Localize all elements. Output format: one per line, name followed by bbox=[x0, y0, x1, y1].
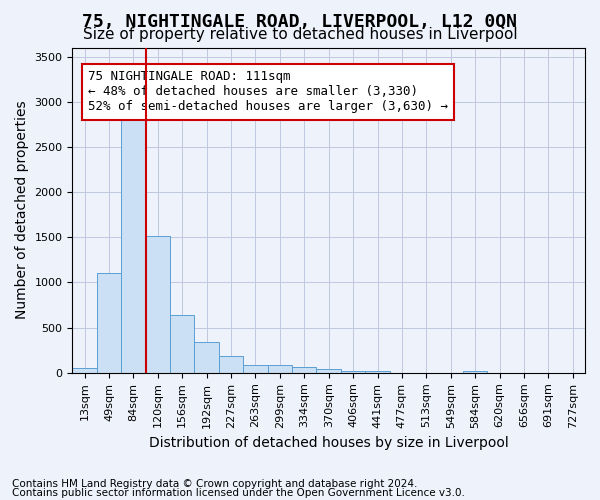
Bar bbox=[268, 365, 292, 373]
Bar bbox=[121, 109, 146, 373]
Y-axis label: Number of detached properties: Number of detached properties bbox=[15, 101, 29, 320]
Text: 75, NIGHTINGALE ROAD, LIVERPOOL, L12 0QN: 75, NIGHTINGALE ROAD, LIVERPOOL, L12 0QN bbox=[83, 12, 517, 30]
Bar bbox=[194, 342, 219, 373]
Bar bbox=[365, 371, 390, 373]
Bar bbox=[316, 369, 341, 373]
Bar bbox=[341, 371, 365, 373]
Bar bbox=[97, 274, 121, 373]
Bar bbox=[292, 367, 316, 373]
Bar bbox=[146, 236, 170, 373]
Text: Contains public sector information licensed under the Open Government Licence v3: Contains public sector information licen… bbox=[12, 488, 465, 498]
Bar bbox=[219, 356, 243, 373]
Text: 75 NIGHTINGALE ROAD: 111sqm
← 48% of detached houses are smaller (3,330)
52% of : 75 NIGHTINGALE ROAD: 111sqm ← 48% of det… bbox=[88, 70, 448, 114]
Bar bbox=[73, 368, 97, 373]
Bar bbox=[170, 315, 194, 373]
X-axis label: Distribution of detached houses by size in Liverpool: Distribution of detached houses by size … bbox=[149, 436, 509, 450]
Bar bbox=[243, 364, 268, 373]
Text: Contains HM Land Registry data © Crown copyright and database right 2024.: Contains HM Land Registry data © Crown c… bbox=[12, 479, 418, 489]
Text: Size of property relative to detached houses in Liverpool: Size of property relative to detached ho… bbox=[83, 28, 517, 42]
Bar bbox=[463, 371, 487, 373]
